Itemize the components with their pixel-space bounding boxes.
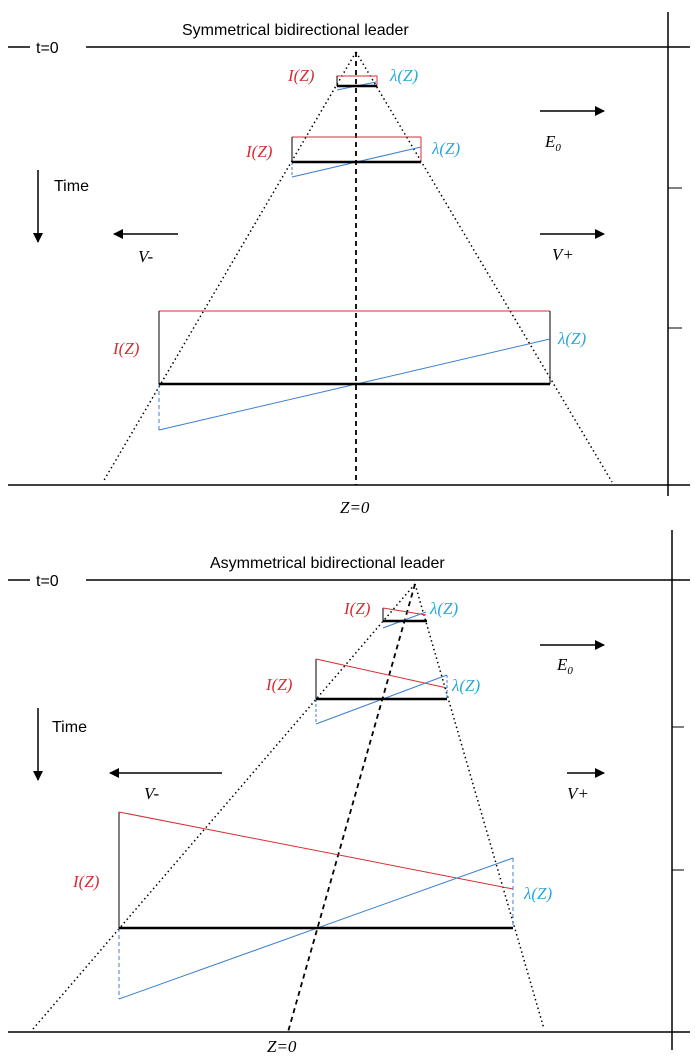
line-charge-label: λ(Z) (523, 884, 552, 903)
leader-stage-2: I(Z) λ(Z) (265, 658, 480, 725)
asymmetric-panel: t=0 Asymmetrical bidirectional leader Ti… (8, 530, 690, 1056)
line-charge-label: λ(Z) (557, 329, 586, 348)
time-label: Time (52, 719, 87, 736)
current-profile (315, 658, 448, 689)
field-label: E0 (544, 132, 561, 154)
leader-stage-3: I(Z) λ(Z) (112, 310, 586, 431)
field-label: E0 (556, 655, 573, 677)
v-plus-label: V+ (552, 245, 574, 264)
current-label: I(Z) (72, 872, 100, 891)
current-label: I(Z) (265, 675, 293, 694)
current-label: I(Z) (343, 599, 371, 618)
current-profile (118, 811, 514, 890)
leader-stage-2: I(Z) λ(Z) (245, 136, 460, 178)
panel-title: Asymmetrical bidirectional leader (210, 555, 445, 572)
v-minus-label: V- (144, 784, 159, 803)
z0-label: Z=0 (340, 498, 370, 517)
v-plus-label: V+ (567, 784, 589, 803)
v-minus-label: V- (138, 247, 153, 266)
current-profile (382, 607, 427, 616)
leader-stage-1: I(Z) λ(Z) (287, 66, 418, 91)
leader-cone-left (102, 51, 357, 483)
current-profile (336, 75, 378, 87)
time-label: Time (54, 178, 89, 195)
t0-label: t=0 (36, 40, 59, 57)
line-charge-label: λ(Z) (451, 676, 480, 695)
leader-cone-left (32, 583, 416, 1030)
panel-title: Symmetrical bidirectional leader (182, 22, 409, 39)
current-label: I(Z) (287, 66, 315, 85)
line-charge-label: λ(Z) (429, 599, 458, 618)
leader-stage-1: I(Z) λ(Z) (343, 599, 458, 629)
current-label: I(Z) (112, 339, 140, 358)
symmetric-panel: t=0 Symmetrical bidirectional leader Tim… (8, 12, 690, 517)
leader-cone-right (355, 51, 613, 483)
leader-stage-3: I(Z) λ(Z) (72, 811, 552, 1000)
z0-label: Z=0 (267, 1037, 297, 1056)
t0-label: t=0 (36, 573, 59, 590)
line-charge-label: λ(Z) (389, 66, 418, 85)
current-label: I(Z) (245, 142, 273, 161)
z0-axis (287, 583, 416, 1033)
leader-cone-right (414, 583, 545, 1030)
line-charge-label: λ(Z) (431, 139, 460, 158)
